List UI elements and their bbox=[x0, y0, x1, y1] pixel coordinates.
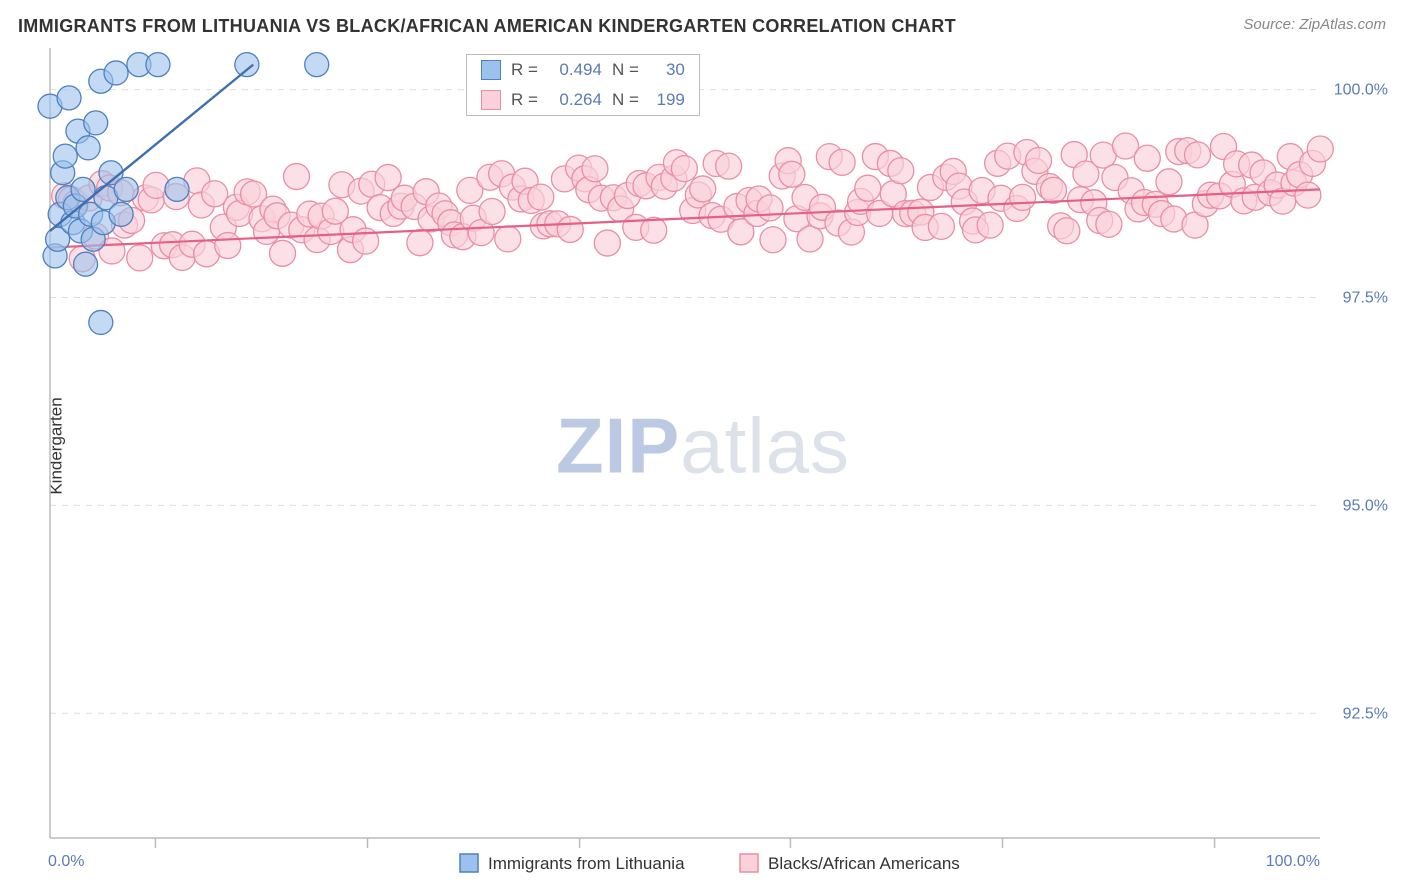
scatter-point-pink bbox=[690, 176, 716, 202]
svg-text:100.0%: 100.0% bbox=[1334, 82, 1388, 99]
legend-n-label: N = bbox=[612, 60, 639, 80]
scatter-point-pink bbox=[407, 230, 433, 256]
scatter-point-pink bbox=[855, 175, 881, 201]
svg-text:97.5%: 97.5% bbox=[1343, 289, 1388, 306]
scatter-point-pink bbox=[797, 226, 823, 252]
legend-n-value-pink: 199 bbox=[649, 90, 685, 110]
scatter-point-pink bbox=[977, 212, 1003, 238]
scatter-point-pink bbox=[1054, 218, 1080, 244]
scatter-point-pink bbox=[479, 199, 505, 225]
scatter-point-pink bbox=[779, 161, 805, 187]
svg-text:100.0%: 100.0% bbox=[1266, 853, 1320, 870]
scatter-point-pink bbox=[1010, 184, 1036, 210]
legend-n-label: N = bbox=[612, 90, 639, 110]
scatter-chart: 92.5% 95.0% 97.5% 100.0% 0.0% 100.0% Immigrant… bbox=[0, 0, 1406, 892]
scatter-point-pink bbox=[1185, 142, 1211, 168]
scatter-point-pink bbox=[757, 195, 783, 221]
scatter-point-blue bbox=[165, 177, 189, 201]
scatter-point-pink bbox=[829, 149, 855, 175]
legend-swatch-pink bbox=[740, 854, 758, 872]
svg-text:95.0%: 95.0% bbox=[1343, 497, 1388, 514]
scatter-point-pink bbox=[1307, 136, 1333, 162]
scatter-point-pink bbox=[1295, 182, 1321, 208]
scatter-point-pink bbox=[671, 156, 697, 182]
correlation-legend-box: R = 0.494 N = 30 R = 0.264 N = 199 bbox=[466, 54, 700, 116]
scatter-point-pink bbox=[284, 164, 310, 190]
scatter-point-blue bbox=[235, 53, 259, 77]
scatter-point-pink bbox=[594, 230, 620, 256]
legend-n-value-blue: 30 bbox=[649, 60, 685, 80]
scatter-point-blue bbox=[74, 252, 98, 276]
legend-swatch-pink bbox=[481, 90, 501, 110]
scatter-point-blue bbox=[89, 310, 113, 334]
scatter-point-pink bbox=[888, 158, 914, 184]
scatter-point-pink bbox=[528, 184, 554, 210]
legend-swatch-blue bbox=[481, 60, 501, 80]
svg-text:0.0%: 0.0% bbox=[48, 853, 84, 870]
scatter-point-pink bbox=[760, 227, 786, 253]
legend-r-label: R = bbox=[511, 60, 538, 80]
legend-label-blue: Immigrants from Lithuania bbox=[488, 854, 685, 873]
scatter-point-pink bbox=[269, 240, 295, 266]
scatter-point-pink bbox=[1096, 211, 1122, 237]
scatter-point-blue bbox=[53, 144, 77, 168]
legend-r-value-pink: 0.264 bbox=[548, 90, 602, 110]
scatter-point-pink bbox=[1026, 148, 1052, 174]
scatter-point-blue bbox=[76, 136, 100, 160]
legend-swatch-blue bbox=[460, 854, 478, 872]
scatter-point-pink bbox=[127, 245, 153, 271]
scatter-point-blue bbox=[146, 53, 170, 77]
scatter-point-pink bbox=[582, 156, 608, 182]
scatter-point-blue bbox=[109, 202, 133, 226]
scatter-point-pink bbox=[1040, 177, 1066, 203]
scatter-point-pink bbox=[928, 213, 954, 239]
scatter-point-pink bbox=[716, 153, 742, 179]
scatter-point-pink bbox=[495, 226, 521, 252]
scatter-point-blue bbox=[114, 177, 138, 201]
scatter-point-pink bbox=[557, 216, 583, 242]
legend-r-value-blue: 0.494 bbox=[548, 60, 602, 80]
legend-label-pink: Blacks/African Americans bbox=[768, 854, 960, 873]
scatter-point-pink bbox=[1156, 169, 1182, 195]
legend-row-pink: R = 0.264 N = 199 bbox=[467, 85, 699, 115]
legend-r-label: R = bbox=[511, 90, 538, 110]
scatter-point-blue bbox=[305, 53, 329, 77]
scatter-point-pink bbox=[1134, 145, 1160, 171]
scatter-point-pink bbox=[215, 233, 241, 259]
scatter-point-blue bbox=[57, 86, 81, 110]
svg-text:92.5%: 92.5% bbox=[1343, 705, 1388, 722]
scatter-point-blue bbox=[104, 61, 128, 85]
scatter-point-blue bbox=[84, 111, 108, 135]
legend-row-blue: R = 0.494 N = 30 bbox=[467, 55, 699, 85]
